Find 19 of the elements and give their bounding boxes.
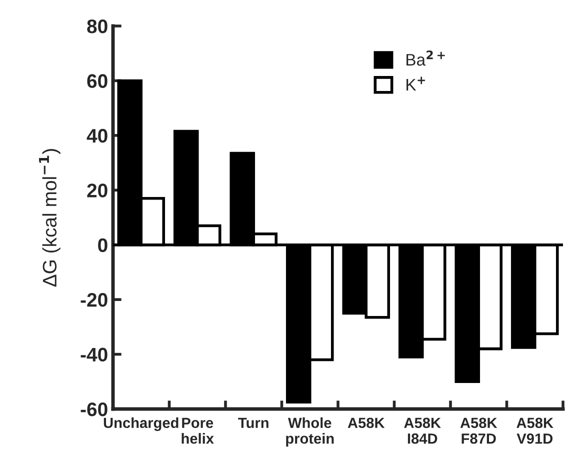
y-tick-label: 20 bbox=[87, 184, 108, 198]
y-tick-label: 40 bbox=[86, 128, 108, 143]
y-tick-label: -40 bbox=[80, 348, 108, 362]
x-tick-label: A58K F87D bbox=[460, 418, 498, 444]
legend-label: Ba$^{2+}$ bbox=[406, 50, 445, 66]
x-tick-label: Turn bbox=[238, 418, 268, 428]
y-tick-label: 0 bbox=[98, 238, 108, 252]
x-tick-label: A58K V91D bbox=[516, 418, 554, 444]
x-tick-label: Uncharged bbox=[104, 417, 178, 431]
y-axis-title: ΔG (kcal mol$^{−1}$) bbox=[39, 149, 60, 287]
legend-label: K$^{+}$ bbox=[406, 76, 425, 90]
y-tick-label: 60 bbox=[87, 74, 108, 88]
y-tick-label: -20 bbox=[80, 293, 108, 307]
x-tick-label: Pore helix bbox=[182, 418, 214, 444]
x-tick-label: A58K I84D bbox=[404, 418, 441, 444]
x-tick-label: Whole protein bbox=[286, 417, 334, 447]
y-tick-label: 80 bbox=[87, 19, 108, 34]
y-tick-label: -60 bbox=[80, 402, 108, 416]
x-tick-label: A58K bbox=[348, 418, 385, 428]
